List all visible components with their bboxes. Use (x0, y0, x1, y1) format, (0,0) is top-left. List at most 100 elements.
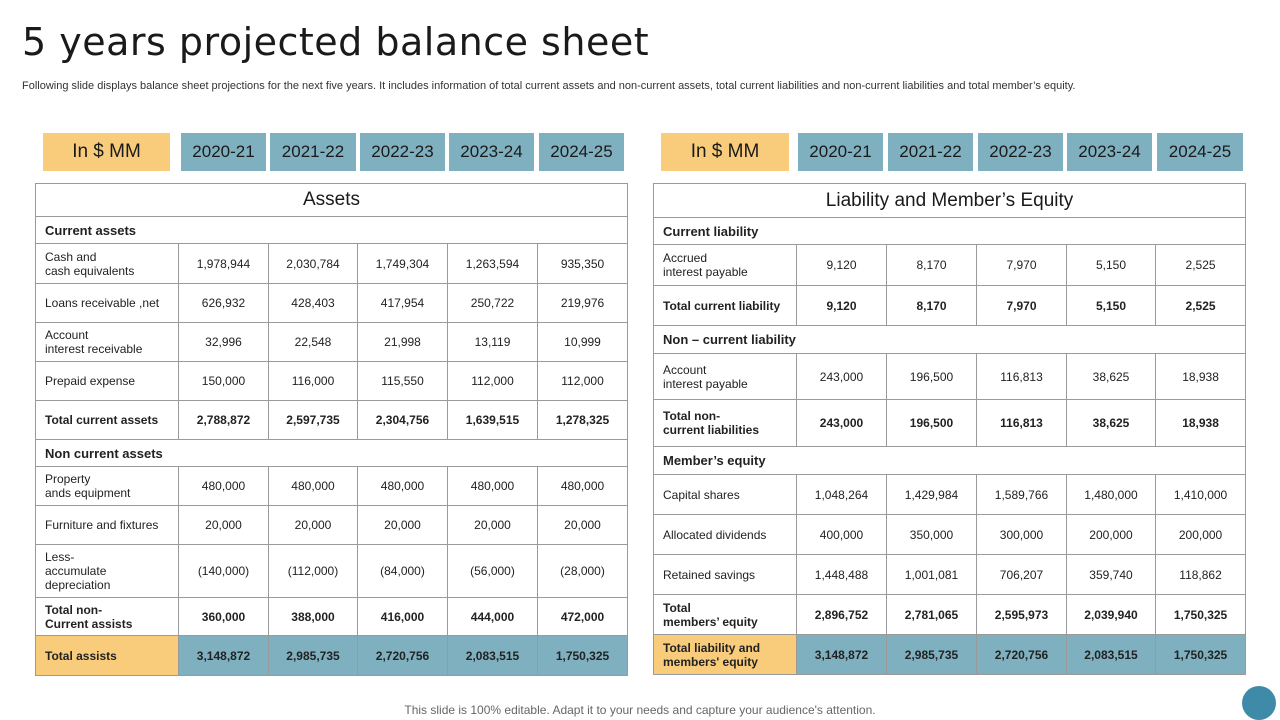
value-cell: 1,263,594 (447, 243, 538, 284)
row-label: Property ands equipment (35, 466, 179, 506)
value-cell: 300,000 (976, 514, 1067, 555)
section-header-row: Member’s equity (652, 446, 1247, 475)
subtotal-row: Total non-current liabilities 243,000 196,… (653, 399, 1247, 447)
value-cell: 200,000 (1154, 514, 1247, 555)
row-label: Loans receivable ,net (35, 283, 179, 323)
section-header-row: Current assets (34, 216, 629, 244)
table-row: Furniture and fixtures 20,000 20,000 20,000… (35, 505, 629, 545)
value-cell: 3,148,872 (178, 635, 269, 676)
value-cell: 2,525 (1154, 244, 1247, 286)
value-cell: 472,000 (536, 597, 629, 636)
value-cell: 1,978,944 (178, 243, 269, 284)
value-cell: 2,788,872 (178, 400, 269, 440)
value-cell: 1,639,515 (447, 400, 538, 440)
assets-table: Assets Current assets Cash and cash equival… (34, 183, 629, 676)
value-cell: (56,000) (447, 544, 538, 598)
value-cell: (28,000) (536, 544, 629, 598)
value-cell: 9,120 (796, 285, 887, 326)
value-cell: 219,976 (536, 283, 629, 323)
value-cell: 1,048,264 (796, 474, 887, 515)
section-header-row: Non current assets (34, 439, 629, 467)
value-cell: 416,000 (357, 597, 448, 636)
value-cell: 388,000 (268, 597, 358, 636)
value-cell: 1,750,325 (1154, 594, 1247, 635)
row-label: Account interest receivable (35, 322, 179, 362)
value-cell: 7,970 (976, 244, 1067, 286)
value-cell: 480,000 (447, 466, 538, 506)
liabilities-year-1: 2020-21 (798, 133, 883, 171)
value-cell: 2,525 (1154, 285, 1247, 326)
table-row: Cash and cash equivalents 1,978,944 2,030,7… (35, 243, 629, 284)
subtotal-row: Total current liability 9,120 8,170 7,970 5,… (653, 285, 1247, 326)
row-label: Capital shares (653, 474, 797, 515)
value-cell: (84,000) (357, 544, 448, 598)
row-label: Allocated dividends (653, 514, 797, 555)
liabilities-year-5: 2024-25 (1157, 133, 1243, 171)
liabilities-year-2: 2021-22 (888, 133, 973, 171)
value-cell: 2,083,515 (1066, 634, 1156, 675)
value-cell: 9,120 (796, 244, 887, 286)
section-header: Member’s equity (652, 446, 1247, 475)
value-cell: 2,030,784 (268, 243, 358, 284)
table-row: Less-accumulate depreciation (140,000) (112… (35, 544, 629, 598)
assets-year-1: 2020-21 (181, 133, 266, 171)
value-cell: 18,938 (1154, 353, 1247, 400)
value-cell: 116,813 (976, 399, 1067, 447)
table-row: Account interest receivable 32,996 22,548 21… (35, 322, 629, 362)
assets-unit-label: In $ MM (43, 133, 170, 171)
value-cell: 243,000 (796, 353, 887, 400)
value-cell: 359,740 (1066, 554, 1156, 595)
section-header: Current liability (652, 217, 1247, 245)
table-row: Account interest payable 243,000 196,500 116… (653, 353, 1247, 400)
value-cell: 1,001,081 (886, 554, 977, 595)
value-cell: 480,000 (268, 466, 358, 506)
value-cell: 22,548 (268, 322, 358, 362)
value-cell: 13,119 (447, 322, 538, 362)
value-cell: 1,750,325 (536, 635, 629, 676)
table-caption-row: Liability and Member’s Equity (652, 183, 1247, 218)
value-cell: 5,150 (1066, 244, 1156, 286)
value-cell: 2,720,756 (976, 634, 1067, 675)
value-cell: 2,595,973 (976, 594, 1067, 635)
section-header: Non current assets (34, 439, 629, 467)
section-header: Non – current liability (652, 325, 1247, 354)
table-caption-row: Assets (34, 183, 629, 217)
value-cell: 935,350 (536, 243, 629, 284)
page-subtitle: Following slide displays balance sheet p… (22, 80, 1076, 92)
value-cell: 1,750,325 (1154, 634, 1247, 675)
value-cell: 480,000 (178, 466, 269, 506)
value-cell: 1,480,000 (1066, 474, 1156, 515)
value-cell: 2,083,515 (447, 635, 538, 676)
value-cell: 626,932 (178, 283, 269, 323)
value-cell: 116,813 (976, 353, 1067, 400)
value-cell: 243,000 (796, 399, 887, 447)
value-cell: 2,720,756 (357, 635, 448, 676)
table-row: Prepaid expense 150,000 116,000 115,550 112,… (35, 361, 629, 401)
value-cell: 196,500 (886, 353, 977, 400)
row-label: Total non- Current assists (35, 597, 179, 636)
value-cell: 706,207 (976, 554, 1067, 595)
value-cell: 7,970 (976, 285, 1067, 326)
row-label: Total current assets (35, 400, 179, 440)
value-cell: 32,996 (178, 322, 269, 362)
table-row: Retained savings 1,448,488 1,001,081 706,20… (653, 554, 1247, 595)
value-cell: 8,170 (886, 244, 977, 286)
table-caption: Liability and Member’s Equity (652, 183, 1247, 218)
value-cell: 20,000 (357, 505, 448, 545)
table-row: Property ands equipment 480,000 480,000 480,… (35, 466, 629, 506)
page-title: 5 years projected balance sheet (22, 20, 650, 64)
table-row: Capital shares 1,048,264 1,429,984 1,589,76… (653, 474, 1247, 515)
row-label: Account interest payable (653, 353, 797, 400)
value-cell: (140,000) (178, 544, 269, 598)
value-cell: 118,862 (1154, 554, 1247, 595)
section-header-row: Non – current liability (652, 325, 1247, 354)
assets-year-3: 2022-23 (360, 133, 445, 171)
value-cell: 444,000 (447, 597, 538, 636)
row-label: Cash and cash equivalents (35, 243, 179, 284)
value-cell: 115,550 (357, 361, 448, 401)
row-label: Less-accumulate depreciation (35, 544, 179, 598)
value-cell: 20,000 (178, 505, 269, 545)
assets-year-4: 2023-24 (449, 133, 534, 171)
assets-year-2: 2021-22 (270, 133, 356, 171)
row-label: Prepaid expense (35, 361, 179, 401)
